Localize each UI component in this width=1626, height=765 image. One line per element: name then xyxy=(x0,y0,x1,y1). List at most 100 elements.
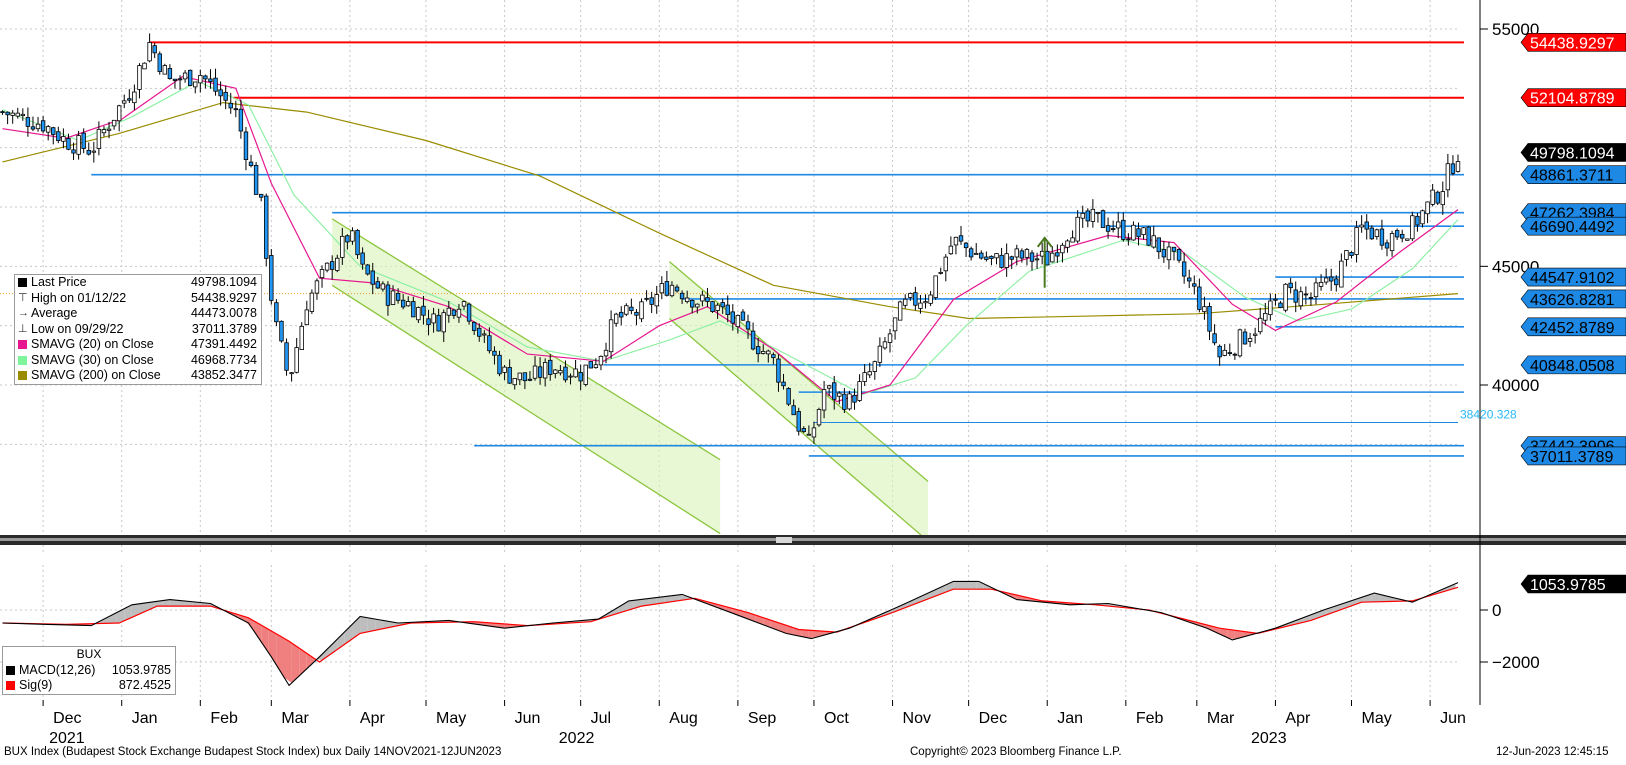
level-label-box xyxy=(1520,355,1626,375)
candle-body xyxy=(446,307,452,316)
candle-body xyxy=(400,299,406,308)
candle-body xyxy=(1075,216,1080,242)
x-tick-label: Jan xyxy=(1057,710,1083,727)
candle-body xyxy=(801,428,807,432)
legend-value: 37011.3789 xyxy=(191,321,257,336)
x-tick-label: Jun xyxy=(515,710,541,727)
candle-body xyxy=(228,102,233,109)
legend-label: SMAVG (20) on Close xyxy=(31,337,154,351)
candle-body xyxy=(684,297,690,302)
candle-body xyxy=(578,372,583,382)
macd-histogram-fill xyxy=(915,595,923,604)
candle-body xyxy=(61,136,66,142)
legend-swatch xyxy=(18,355,27,365)
candle-body xyxy=(527,378,533,381)
candle-body xyxy=(1313,282,1319,298)
legend-value: 872.4525 xyxy=(118,678,171,692)
legend-label: SMAVG (30) on Close xyxy=(31,352,154,367)
candle-body xyxy=(568,375,573,378)
macd-histogram-fill xyxy=(961,581,969,590)
candle-body xyxy=(1359,224,1364,228)
candle-body xyxy=(938,271,943,274)
candle-body xyxy=(1445,163,1451,191)
candle-body xyxy=(157,53,162,72)
legend-label: Last Price xyxy=(31,275,87,289)
candle-body xyxy=(745,321,751,330)
candle-body xyxy=(761,351,766,354)
candle-body xyxy=(1222,349,1227,356)
macd-histogram-fill xyxy=(185,601,193,607)
annotations xyxy=(1036,236,1053,288)
legend-row-macd: MACD(12,26) 1053.9785 xyxy=(3,663,175,679)
candle-body xyxy=(1039,250,1045,257)
x-tick-label: Nov xyxy=(903,710,931,727)
macd-histogram-fill xyxy=(1021,596,1030,601)
candle-body xyxy=(994,253,999,259)
candle-body xyxy=(193,81,198,88)
legend-swatch xyxy=(18,371,27,381)
candle-body xyxy=(487,335,492,352)
candle-body xyxy=(1268,300,1273,316)
candle-body xyxy=(1141,227,1146,236)
candle-body xyxy=(116,105,122,122)
candle-body xyxy=(395,292,401,301)
candle-body xyxy=(279,320,284,342)
candle-body xyxy=(461,301,467,307)
candle-body xyxy=(715,304,720,311)
candle-body xyxy=(1085,210,1090,222)
level-plain-label: 38420.328 xyxy=(1460,407,1517,421)
candle-body xyxy=(1024,249,1030,258)
candle-body xyxy=(86,149,91,155)
candle-body xyxy=(1384,242,1390,249)
candle-body xyxy=(1455,161,1461,172)
macd-histogram-fill xyxy=(1447,583,1456,591)
candle-body xyxy=(877,345,883,363)
candle-body xyxy=(847,393,852,410)
candle-body xyxy=(1237,329,1243,357)
panel-divider[interactable] xyxy=(0,535,1626,545)
candle-body xyxy=(30,126,36,130)
candle-body xyxy=(1095,212,1101,214)
last-macd-label-text: 1053.9785 xyxy=(1530,577,1606,594)
candle-body xyxy=(56,131,61,141)
candle-body xyxy=(243,131,249,161)
candle-body xyxy=(111,119,117,127)
footer-timestamp: 12-Jun-2023 12:45:15 xyxy=(1496,746,1609,758)
candle-body xyxy=(598,355,604,366)
average-marker-icon: → xyxy=(18,307,29,319)
footer-description: BUX Index (Budapest Stock Exchange Budap… xyxy=(4,746,502,758)
candle-body xyxy=(1090,208,1096,222)
candle-body xyxy=(1334,278,1339,286)
footer-copyright: Copyright© 2023 Bloomberg Finance L.P. xyxy=(910,746,1122,758)
candle-body xyxy=(329,261,335,270)
legend-swatch xyxy=(6,665,15,675)
legend-value: 46968.7734 xyxy=(190,352,257,367)
candle-body xyxy=(1425,201,1430,215)
candle-body xyxy=(35,123,41,130)
candle-body xyxy=(324,262,330,271)
legend-value: 49798.1094 xyxy=(190,275,257,289)
candle-body xyxy=(1034,258,1040,261)
candle-body xyxy=(634,311,639,316)
candle-body xyxy=(537,366,543,378)
candle-body xyxy=(319,269,325,279)
candle-body xyxy=(375,281,381,289)
candle-body xyxy=(421,305,426,316)
candle-body xyxy=(999,254,1004,268)
macd-legend-title: BUX xyxy=(76,647,102,661)
level-label-box xyxy=(1520,289,1626,309)
candle-body xyxy=(1080,212,1085,219)
candle-body xyxy=(1019,250,1025,259)
last-price-label-text: 49798.1094 xyxy=(1530,145,1615,162)
candle-body xyxy=(0,111,5,114)
level-label-text: 37011.3789 xyxy=(1530,449,1613,466)
candle-body xyxy=(1349,252,1354,256)
candle-body xyxy=(1181,261,1187,277)
candle-body xyxy=(1410,215,1415,240)
x-tick-label: Mar xyxy=(1207,710,1235,727)
candle-body xyxy=(248,161,254,167)
macd-histogram-fill xyxy=(1234,630,1243,640)
sma200-line xyxy=(2,101,1459,320)
candle-body xyxy=(1110,228,1116,231)
candle-body xyxy=(238,108,244,132)
